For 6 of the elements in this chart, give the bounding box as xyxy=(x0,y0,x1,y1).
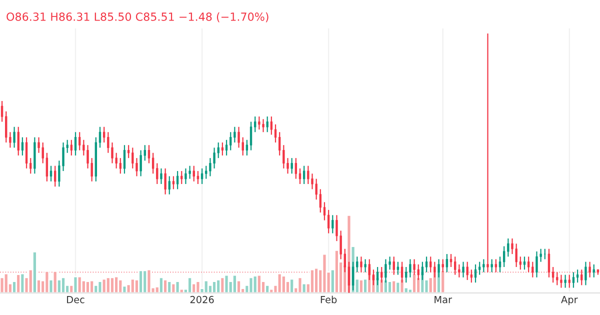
x-tick-label: Apr xyxy=(561,296,578,306)
x-tick-label: Dec xyxy=(67,296,84,304)
x-tick-label: Feb xyxy=(320,296,337,304)
x-tick-label: 2026 xyxy=(190,296,214,304)
x-tick-label: Mar xyxy=(434,296,452,304)
text: O86.31 H86.31 L85.50 C85.51 −1.48 (−1.70%) xyxy=(6,12,268,22)
